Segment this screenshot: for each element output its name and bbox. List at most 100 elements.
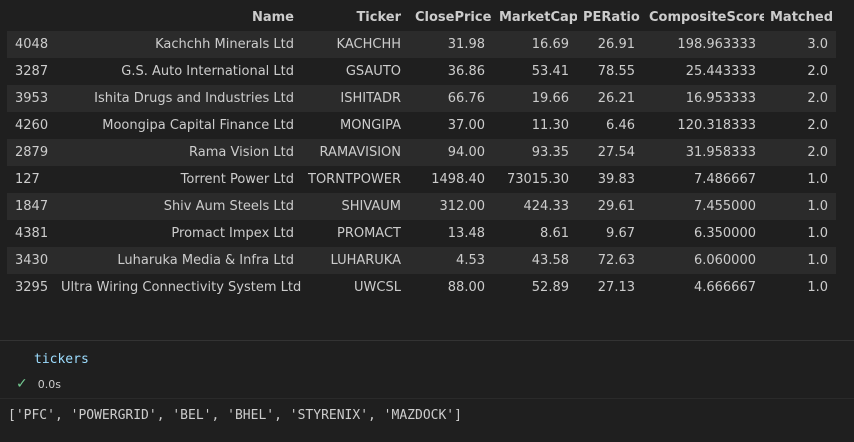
table-row: 127 Torrent Power Ltd TORNTPOWER 1498.40 730… bbox=[7, 166, 836, 193]
cell-compositescore: 7.455000 bbox=[643, 193, 764, 220]
header-ticker: Ticker bbox=[302, 4, 409, 31]
cell-marketcap: 19.66 bbox=[493, 85, 577, 112]
header-name: Name bbox=[55, 4, 302, 31]
cell-compositescore: 198.963333 bbox=[643, 31, 764, 58]
cell-marketcap: 53.41 bbox=[493, 58, 577, 85]
cell-compositescore: 31.958333 bbox=[643, 139, 764, 166]
dataframe-table: Name Ticker ClosePrice MarketCap PERatio… bbox=[7, 4, 836, 301]
cell-matched: 2.0 bbox=[764, 85, 836, 112]
cell-ticker: MONGIPA bbox=[302, 112, 409, 139]
cell-index: 3953 bbox=[7, 85, 55, 112]
table-row: 2879 Rama Vision Ltd RAMAVISION 94.00 93.35 2… bbox=[7, 139, 836, 166]
cell-peratio: 78.55 bbox=[577, 58, 643, 85]
cell-closeprice: 88.00 bbox=[409, 274, 493, 301]
cell-matched: 2.0 bbox=[764, 139, 836, 166]
header-closeprice: ClosePrice bbox=[409, 4, 493, 31]
cell-matched: 1.0 bbox=[764, 220, 836, 247]
cell-compositescore: 6.060000 bbox=[643, 247, 764, 274]
header-index bbox=[7, 4, 55, 31]
table-row: 3287 G.S. Auto International Ltd GSAUTO 36.… bbox=[7, 58, 836, 85]
cell-marketcap: 52.89 bbox=[493, 274, 577, 301]
cell-index: 4048 bbox=[7, 31, 55, 58]
cell-compositescore: 4.666667 bbox=[643, 274, 764, 301]
table-row: 4260 Moongipa Capital Finance Ltd MONGIPA 3… bbox=[7, 112, 836, 139]
cell-matched: 1.0 bbox=[764, 166, 836, 193]
cell-ticker: LUHARUKA bbox=[302, 247, 409, 274]
cell-index: 3295 bbox=[7, 274, 55, 301]
cell-name: Ultra Wiring Connectivity System Ltd bbox=[55, 274, 302, 301]
dataframe-output: Name Ticker ClosePrice MarketCap PERatio… bbox=[7, 4, 836, 301]
table-row: 3953 Ishita Drugs and Industries Ltd ISHIT… bbox=[7, 85, 836, 112]
code-cell-source[interactable]: tickers bbox=[34, 352, 89, 367]
header-compositescore: CompositeScore bbox=[643, 4, 764, 31]
header-peratio: PERatio bbox=[577, 4, 643, 31]
cell-index: 3287 bbox=[7, 58, 55, 85]
table-row: 4381 Promact Impex Ltd PROMACT 13.48 8.61 9.6… bbox=[7, 220, 836, 247]
cell-closeprice: 31.98 bbox=[409, 31, 493, 58]
cell-name: Ishita Drugs and Industries Ltd bbox=[55, 85, 302, 112]
cell-compositescore: 25.443333 bbox=[643, 58, 764, 85]
table-header: Name Ticker ClosePrice MarketCap PERatio… bbox=[7, 4, 836, 31]
cell-compositescore: 16.953333 bbox=[643, 85, 764, 112]
cell-compositescore: 120.318333 bbox=[643, 112, 764, 139]
cell-name: G.S. Auto International Ltd bbox=[55, 58, 302, 85]
table-row: 4048 Kachchh Minerals Ltd KACHCHH 31.98 16.6… bbox=[7, 31, 836, 58]
table-row: 3430 Luharuka Media & Infra Ltd LUHARUKA 4.… bbox=[7, 247, 836, 274]
cell-ticker: SHIVAUM bbox=[302, 193, 409, 220]
cell-index: 3430 bbox=[7, 247, 55, 274]
cell-output: ['PFC', 'POWERGRID', 'BEL', 'BHEL', 'STY… bbox=[0, 398, 854, 442]
cell-index: 2879 bbox=[7, 139, 55, 166]
cell-ticker: RAMAVISION bbox=[302, 139, 409, 166]
cell-name: Rama Vision Ltd bbox=[55, 139, 302, 166]
cell-peratio: 27.54 bbox=[577, 139, 643, 166]
output-text: ['PFC', 'POWERGRID', 'BEL', 'BHEL', 'STY… bbox=[8, 408, 462, 423]
cell-name: Kachchh Minerals Ltd bbox=[55, 31, 302, 58]
cell-closeprice: 94.00 bbox=[409, 139, 493, 166]
cell-closeprice: 36.86 bbox=[409, 58, 493, 85]
table-row: 1847 Shiv Aum Steels Ltd SHIVAUM 312.00 424.… bbox=[7, 193, 836, 220]
cell-name: Moongipa Capital Finance Ltd bbox=[55, 112, 302, 139]
cell-matched: 1.0 bbox=[764, 247, 836, 274]
cell-matched: 2.0 bbox=[764, 112, 836, 139]
cell-closeprice: 312.00 bbox=[409, 193, 493, 220]
cell-marketcap: 43.58 bbox=[493, 247, 577, 274]
cell-closeprice: 37.00 bbox=[409, 112, 493, 139]
cell-ticker: GSAUTO bbox=[302, 58, 409, 85]
cell-peratio: 9.67 bbox=[577, 220, 643, 247]
cell-peratio: 72.63 bbox=[577, 247, 643, 274]
table-body: 4048 Kachchh Minerals Ltd KACHCHH 31.98 16.6… bbox=[7, 31, 836, 301]
cell-matched: 2.0 bbox=[764, 58, 836, 85]
cell-index: 4381 bbox=[7, 220, 55, 247]
cell-marketcap: 16.69 bbox=[493, 31, 577, 58]
cell-ticker: TORNTPOWER bbox=[302, 166, 409, 193]
cell-ticker: ISHITADR bbox=[302, 85, 409, 112]
cell-marketcap: 424.33 bbox=[493, 193, 577, 220]
header-marketcap: MarketCap bbox=[493, 4, 577, 31]
cell-divider bbox=[0, 340, 854, 341]
cell-index: 127 bbox=[7, 166, 55, 193]
cell-peratio: 27.13 bbox=[577, 274, 643, 301]
cell-compositescore: 6.350000 bbox=[643, 220, 764, 247]
cell-peratio: 39.83 bbox=[577, 166, 643, 193]
cell-name: Shiv Aum Steels Ltd bbox=[55, 193, 302, 220]
cell-marketcap: 73015.30 bbox=[493, 166, 577, 193]
cell-marketcap: 8.61 bbox=[493, 220, 577, 247]
cell-matched: 1.0 bbox=[764, 274, 836, 301]
cell-peratio: 26.21 bbox=[577, 85, 643, 112]
cell-closeprice: 13.48 bbox=[409, 220, 493, 247]
cell-compositescore: 7.486667 bbox=[643, 166, 764, 193]
cell-peratio: 29.61 bbox=[577, 193, 643, 220]
cell-closeprice: 1498.40 bbox=[409, 166, 493, 193]
cell-marketcap: 93.35 bbox=[493, 139, 577, 166]
execution-time: 0.0s bbox=[37, 377, 61, 391]
cell-name: Promact Impex Ltd bbox=[55, 220, 302, 247]
cell-index: 1847 bbox=[7, 193, 55, 220]
cell-matched: 3.0 bbox=[764, 31, 836, 58]
check-icon: ✓ bbox=[16, 376, 28, 392]
cell-index: 4260 bbox=[7, 112, 55, 139]
execution-status: ✓ 0.0s bbox=[16, 377, 61, 391]
cell-name: Luharuka Media & Infra Ltd bbox=[55, 247, 302, 274]
cell-marketcap: 11.30 bbox=[493, 112, 577, 139]
header-matched: Matched bbox=[764, 4, 836, 31]
